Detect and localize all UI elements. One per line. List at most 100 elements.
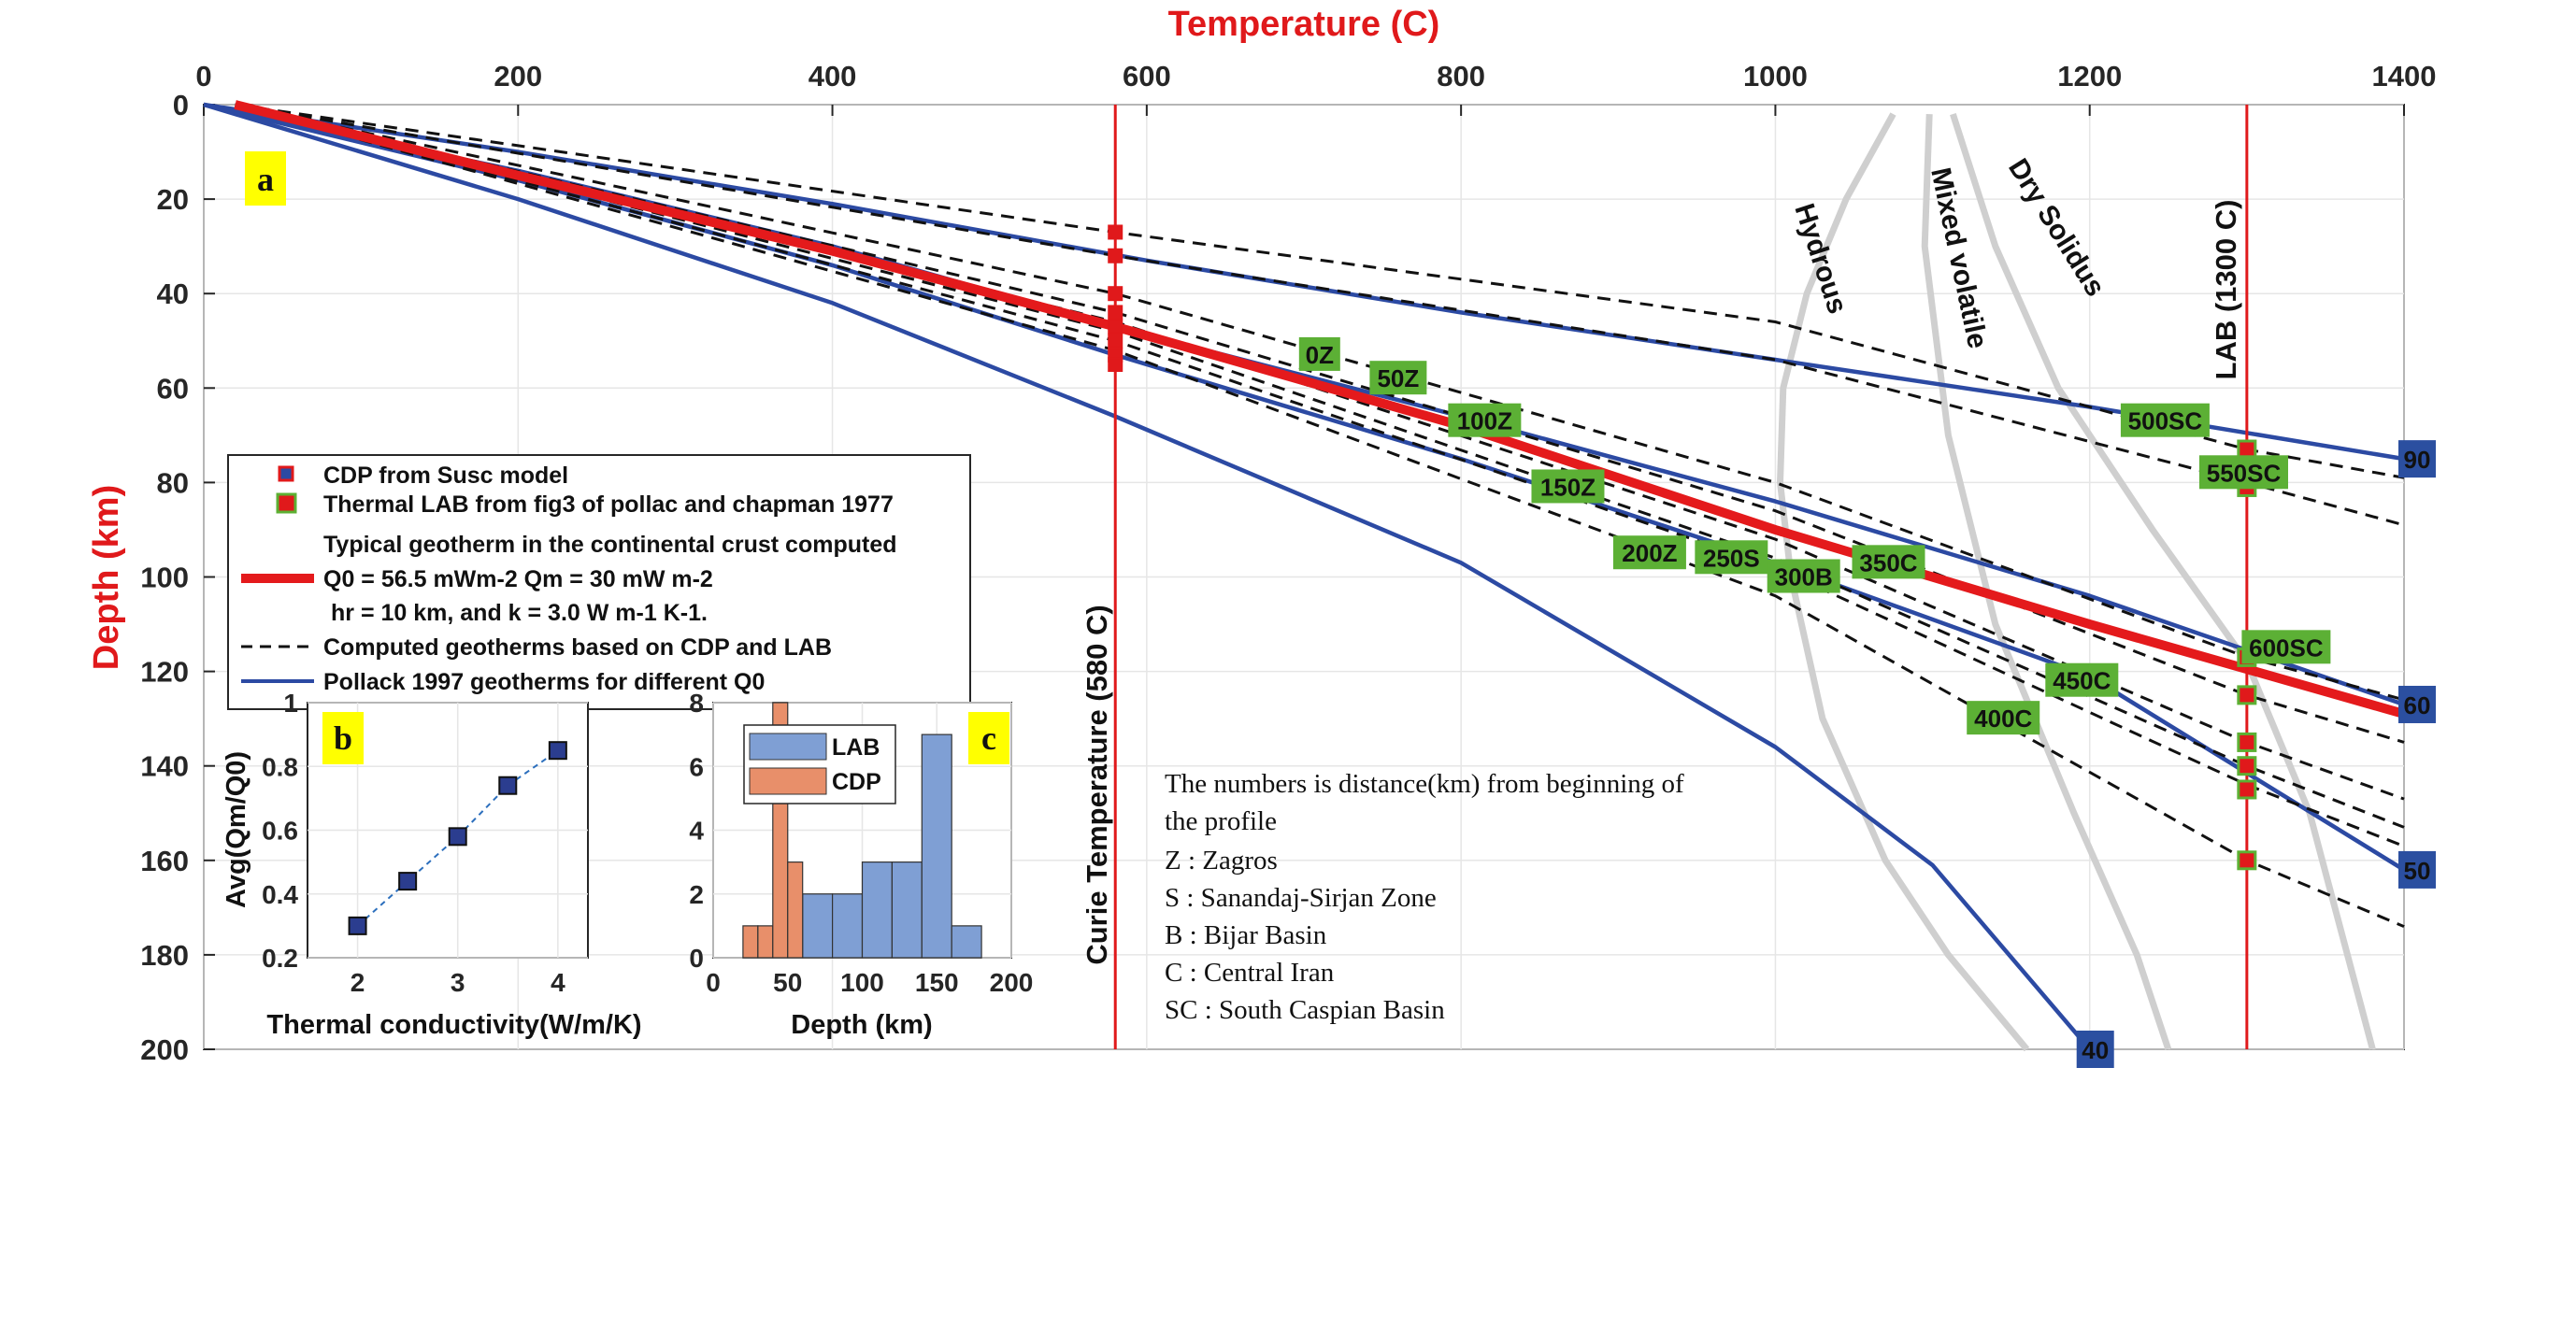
- cdp-marker: [1108, 248, 1123, 263]
- inset-c-y-tick-label: 2: [689, 880, 704, 909]
- distance-label-box: [1695, 540, 1768, 575]
- inset-b-point: [398, 872, 418, 891]
- inset-b-point: [548, 741, 567, 761]
- inset-c-legend: LAB CDP: [743, 724, 896, 804]
- y-axis-title: Depth (km): [87, 485, 126, 670]
- distance-label: 350C: [1859, 548, 1917, 577]
- distance-label: 0Z: [1306, 341, 1334, 369]
- distance-label-box: [1767, 559, 1840, 593]
- x-tick-label: 400: [809, 60, 857, 93]
- cdp-marker: [1108, 224, 1123, 240]
- y-tick-label: 160: [140, 845, 189, 877]
- inset-b-x-tick-label: 3: [451, 968, 465, 997]
- lab-marker: [2237, 779, 2257, 800]
- x-tick-label: 600: [1123, 60, 1171, 93]
- legend-entry: Typical geotherm in the continental crus…: [323, 532, 897, 558]
- inset-c-y-tick-label: 8: [689, 689, 704, 718]
- distance-label-box: [1852, 545, 1925, 579]
- pollack-geotherm-line: [203, 102, 2092, 1051]
- x-axis-title: Temperature (C): [1168, 5, 1440, 44]
- legend-entry: Pollack 1997 geotherms for different Q0: [323, 669, 765, 695]
- heat-flow-end-labels: 90 60 50 40: [2076, 440, 2436, 1068]
- distance-label: 250S: [1703, 544, 1760, 572]
- legend-box: [227, 454, 971, 710]
- legend-cdp-marker: [278, 465, 294, 482]
- distance-label-box: [1612, 535, 1686, 570]
- distance-label-box: [1298, 336, 1340, 371]
- annotation-line: S : Sanandaj-Sirjan Zone: [1165, 883, 1437, 913]
- distance-label-box: [1448, 403, 1522, 437]
- inset-c-y-tick-label: 0: [689, 944, 704, 973]
- inset-b-y-tick-label: 0.6: [262, 817, 298, 846]
- distance-label-box: [1531, 469, 1605, 504]
- y-tick-label: 100: [140, 562, 189, 594]
- y-tick-label: 60: [157, 372, 189, 405]
- inset-c-bar: [861, 861, 893, 959]
- inset-b-point: [348, 916, 367, 935]
- annotation-line: B : Bijar Basin: [1165, 920, 1327, 950]
- inset-c-bar: [802, 893, 834, 959]
- inset-c-legend-cdp: CDP: [832, 769, 881, 795]
- distance-label: 50Z: [1377, 364, 1419, 392]
- inset-b-ylabel: Avg(Qm/Q0): [222, 751, 251, 908]
- inset-c-x-tick-label: 150: [915, 968, 959, 997]
- lab-marker: [2237, 732, 2257, 752]
- heat-flow-label: 40: [2082, 1036, 2109, 1064]
- annotation-line: SC : South Caspian Basin: [1165, 995, 1445, 1025]
- annotation-line: The numbers is distance(km) from beginni…: [1165, 769, 1684, 799]
- inset-c-ticks: 0 50 100 150 200 0 2 4 6 8: [689, 689, 1033, 997]
- distance-label: 300B: [1775, 563, 1833, 591]
- computed-geotherm-line: [235, 103, 2405, 744]
- distance-label: 500SC: [2128, 407, 2203, 435]
- inset-b-y-tick-label: 0.8: [262, 752, 298, 781]
- x-tick-label: 800: [1437, 60, 1485, 93]
- inset-c-xlabel: Depth (km): [791, 1010, 932, 1040]
- inset-c-y-tick-label: 6: [689, 752, 704, 781]
- main-x-ticks: 0 200 400 600 800 1000 1200 1400: [195, 60, 2436, 116]
- legend: CDP from Susc model Thermal LAB from fig…: [227, 454, 971, 710]
- inset-c-bar: [757, 925, 774, 959]
- lab-marker: [2237, 850, 2257, 871]
- inset-c-x-tick-label: 100: [840, 968, 884, 997]
- heat-flow-label-box: [2398, 850, 2436, 889]
- inset-c-x-tick-label: 0: [706, 968, 721, 997]
- heat-flow-label-box: [2076, 1031, 2114, 1068]
- distance-label: 100Z: [1457, 407, 1512, 435]
- typical-geotherm: [234, 100, 2406, 719]
- x-tick-label: 1200: [2057, 60, 2122, 93]
- y-tick-label: 140: [140, 750, 189, 783]
- legend-entry: CDP from Susc model: [323, 463, 568, 489]
- inset-b-series: [348, 741, 567, 935]
- distance-label: 400C: [1974, 705, 2032, 733]
- inset-b-point: [498, 776, 518, 795]
- inset-c: 0 50 100 150 200 0 2 4 6 8 c LAB CDP Depth (km): [689, 689, 1033, 1040]
- inset-c-bar: [831, 893, 864, 959]
- panel-label-c: c: [981, 719, 996, 757]
- panel-label-b: b: [334, 719, 352, 757]
- y-tick-label: 0: [173, 89, 189, 121]
- inset-c-legend-cdp-swatch: [749, 767, 827, 795]
- computed-geotherm-line: [235, 103, 2405, 479]
- legend-entry: Thermal LAB from fig3 of pollac and chap…: [323, 491, 894, 518]
- inset-b-x-tick-label: 4: [551, 968, 565, 997]
- inset-b-y-tick-label: 1: [283, 689, 298, 718]
- cdp-marker: [1108, 319, 1123, 335]
- distance-label: 600SC: [2249, 634, 2324, 662]
- x-tick-label: 0: [195, 60, 211, 93]
- legend-entry: hr = 10 km, and k = 3.0 W m-1 K-1.: [331, 600, 708, 626]
- inset-c-legend-lab: LAB: [832, 734, 880, 761]
- main-y-ticks: 0 20 40 60 80 100 120 140 160 180 200: [140, 89, 215, 1066]
- distance-label: 200Z: [1622, 539, 1677, 567]
- panel-label-b-box: [322, 712, 364, 764]
- inset-b-point: [448, 827, 467, 847]
- legend-lab-marker: [276, 492, 297, 514]
- distance-label-box: [1967, 701, 2040, 735]
- legend-entry: Q0 = 56.5 mWm-2 Qm = 30 mW m-2: [323, 566, 713, 592]
- inset-c-y-tick-label: 4: [689, 817, 704, 846]
- y-tick-label: 180: [140, 939, 189, 972]
- distance-label-box: [2198, 455, 2288, 490]
- lab-marker: [2237, 756, 2257, 776]
- annotation-line: the profile: [1165, 806, 1277, 836]
- cdp-marker: [1108, 333, 1123, 349]
- inset-c-x-tick-label: 50: [773, 968, 802, 997]
